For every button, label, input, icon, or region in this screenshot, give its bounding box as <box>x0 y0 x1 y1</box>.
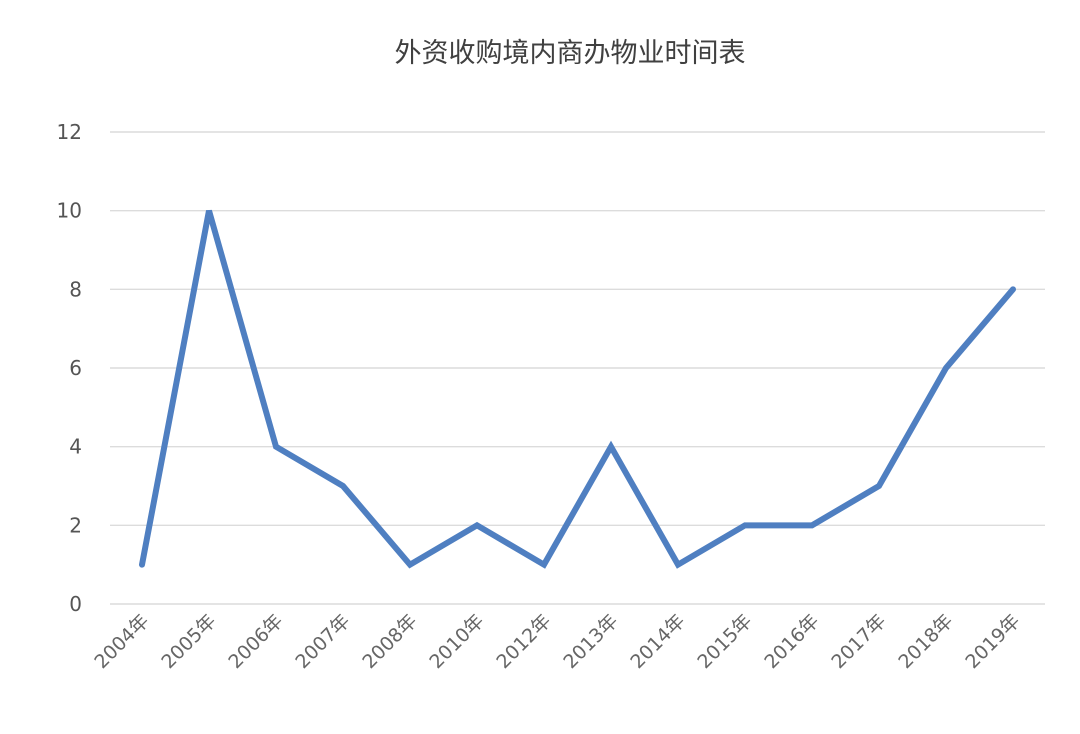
x-tick-label: 2006年 <box>224 610 287 673</box>
y-tick-label: 6 <box>69 356 82 380</box>
x-tick-label: 2014年 <box>626 610 689 673</box>
series-line <box>142 211 1013 565</box>
x-tick-label: 2004年 <box>90 610 153 673</box>
gridlines <box>110 132 1045 604</box>
y-tick-label: 4 <box>69 435 82 459</box>
y-tick-label: 0 <box>69 592 82 616</box>
y-tick-label: 12 <box>57 120 82 144</box>
x-tick-label: 2012年 <box>492 610 555 673</box>
chart-title: 外资收购境内商办物业时间表 <box>395 38 746 69</box>
y-tick-label: 2 <box>69 513 82 537</box>
y-tick-label: 10 <box>57 199 82 223</box>
x-tick-label: 2017年 <box>827 610 890 673</box>
x-tick-label: 2018年 <box>894 610 957 673</box>
x-tick-label: 2005年 <box>157 610 220 673</box>
series-layer <box>142 211 1013 565</box>
x-tick-label: 2008年 <box>358 610 421 673</box>
x-tick-label: 2016年 <box>760 610 823 673</box>
x-tick-label: 2010年 <box>425 610 488 673</box>
x-tick-label: 2019年 <box>961 610 1024 673</box>
y-axis-ticks: 0 2 4 6 8 10 12 <box>57 120 82 616</box>
x-tick-label: 2015年 <box>693 610 756 673</box>
y-tick-label: 8 <box>69 277 82 301</box>
x-tick-label: 2007年 <box>291 610 354 673</box>
x-tick-label: 2013年 <box>559 610 622 673</box>
